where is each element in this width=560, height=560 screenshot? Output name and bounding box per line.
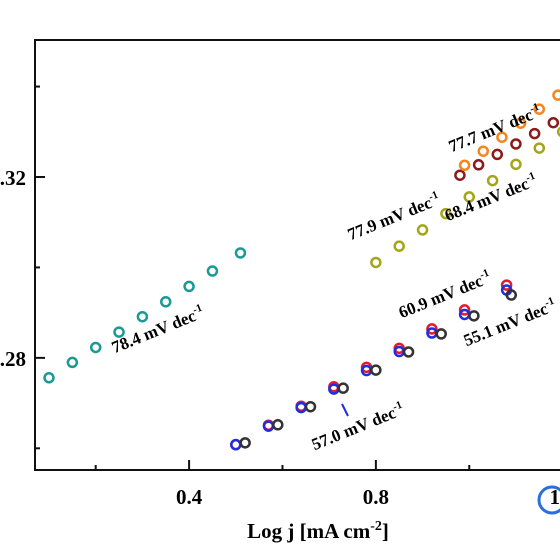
data-point [510, 138, 522, 150]
data-point [533, 103, 546, 115]
data-point [472, 159, 485, 171]
annotation-sup: -1 [543, 295, 556, 310]
x-tick-label: 0.4 [176, 485, 203, 509]
data-point [159, 296, 172, 308]
data-point [556, 126, 560, 137]
annotation-text: 68.4 mV dec [442, 174, 532, 225]
annotation: 57.0 mV dec-1 [309, 399, 407, 454]
data-point [230, 438, 242, 451]
data-point [43, 372, 55, 384]
data-point [458, 159, 471, 171]
data-point [393, 240, 405, 252]
data-point [370, 256, 382, 269]
data-point [486, 174, 499, 187]
data-point [337, 382, 349, 394]
data-point [510, 158, 522, 171]
data-point [500, 279, 513, 291]
data-point [496, 131, 508, 143]
data-point [183, 280, 195, 293]
data-point [370, 364, 382, 376]
plot-frame [34, 39, 560, 471]
annotation-text: 57.0 mV dec [309, 403, 399, 454]
data-point [66, 356, 79, 369]
data-point [435, 328, 447, 340]
annotation-text: 77.7 mV dec [446, 105, 536, 156]
annotation-arrow [341, 403, 349, 417]
data-point [89, 341, 102, 354]
data-point [528, 127, 541, 140]
data-point [440, 207, 452, 220]
data-point [514, 117, 527, 129]
data-point [533, 142, 546, 154]
annotation-sup: -1 [427, 189, 440, 204]
data-point [454, 169, 466, 181]
data-point [426, 323, 438, 335]
annotation: 55.1 mV dec-1 [461, 295, 559, 350]
data-point [402, 346, 415, 358]
x-tick-label: 0.8 [363, 485, 389, 509]
annotation-sup: -1 [391, 399, 404, 414]
data-point [239, 437, 251, 449]
data-point [458, 304, 471, 316]
overlay-icon [537, 485, 560, 515]
data-point [234, 247, 247, 259]
annotation-sup: -1 [524, 170, 537, 185]
data-point [304, 400, 317, 413]
data-point [463, 191, 476, 203]
data-point [272, 419, 284, 431]
annotation-sup: -1 [478, 267, 491, 282]
data-point [505, 289, 518, 301]
data-point [468, 310, 480, 322]
x-axis-label: Log j [mA cm-2] [247, 519, 389, 543]
annotation-sup: -1 [528, 101, 541, 116]
x-tick-label: 1.2 [550, 485, 560, 509]
data-point [547, 116, 560, 129]
annotation-text: 77.9 mV dec [345, 193, 435, 244]
data-point [113, 326, 125, 338]
data-point [136, 310, 149, 323]
annotation-sup: -1 [191, 302, 204, 317]
data-point [552, 89, 560, 101]
data-point [206, 265, 219, 277]
annotation: 77.7 mV dec-1 [446, 101, 544, 156]
data-point [477, 145, 490, 157]
annotation-text: 60.9 mV dec [396, 271, 486, 322]
data-point [416, 224, 429, 236]
annotation: 77.9 mV dec-1 [345, 189, 443, 244]
data-point [491, 148, 504, 161]
annotation-text: 55.1 mV dec [461, 299, 551, 350]
y-tick-label: 0.32 [0, 166, 26, 190]
y-tick-label: 0.28 [0, 347, 26, 371]
